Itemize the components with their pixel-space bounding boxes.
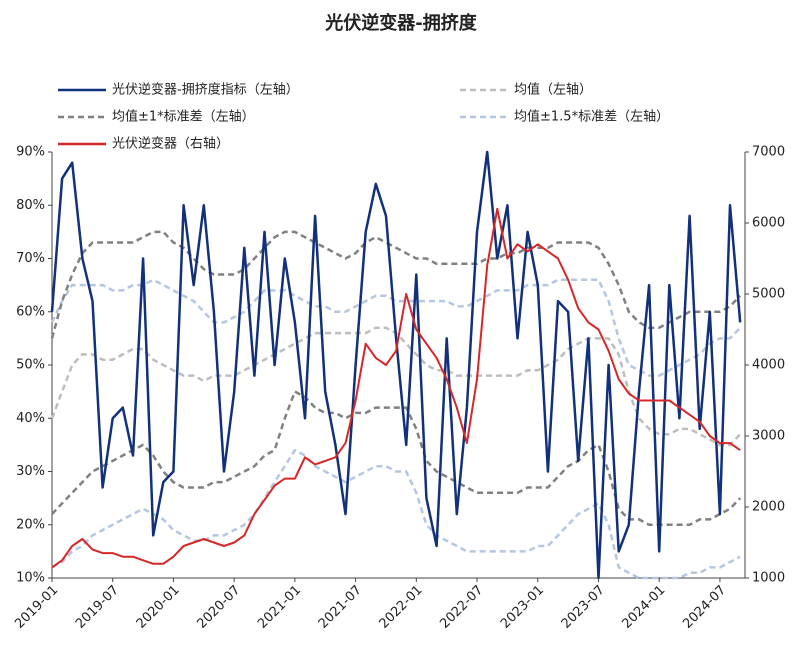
legend-label: 光伏逆变器-拥挤度指标（左轴） — [112, 82, 299, 98]
x-tick-label: 2024-07 — [680, 583, 729, 632]
x-tick-label: 2020-07 — [194, 583, 243, 632]
y-tick-label: 60% — [16, 304, 45, 319]
y-tick-label: 10% — [16, 571, 45, 586]
y2-tick-label: 5000 — [752, 287, 785, 302]
y2-tick-label: 3000 — [752, 429, 785, 444]
x-tick-label: 2022-07 — [437, 583, 486, 632]
y2-tick-label: 1000 — [752, 571, 785, 586]
y2-tick-label: 6000 — [752, 216, 785, 231]
y-tick-label: 90% — [16, 145, 45, 160]
x-tick-label: 2024-01 — [619, 583, 668, 632]
series-line — [50, 278, 742, 377]
y2-tick-label: 4000 — [752, 358, 785, 373]
x-tick-label: 2022-01 — [377, 583, 426, 632]
x-tick-label: 2019-01 — [12, 583, 61, 632]
legend-label: 均值±1*标准差（左轴） — [112, 109, 255, 125]
series-line — [51, 207, 741, 569]
legend-label: 光伏逆变器（右轴） — [112, 136, 229, 152]
x-tick-label: 2020-01 — [134, 583, 183, 632]
x-tick-label: 2023-01 — [498, 583, 547, 632]
series-line — [50, 230, 742, 339]
series-line — [51, 448, 741, 580]
x-tick-label: 2023-07 — [559, 583, 608, 632]
y-tick-label: 40% — [16, 411, 45, 426]
y2-tick-label: 2000 — [752, 500, 785, 515]
chart-title: 光伏逆变器-拥挤度 — [324, 12, 477, 34]
legend-label: 均值±1.5*标准差（左轴） — [514, 109, 669, 125]
series-line — [51, 390, 742, 527]
y-tick-label: 20% — [16, 517, 45, 532]
y-tick-label: 70% — [16, 251, 45, 266]
y-tick-label: 50% — [16, 358, 45, 373]
x-tick-label: 2021-01 — [255, 583, 304, 632]
y-tick-label: 30% — [16, 464, 45, 479]
legend-label: 均值（左轴） — [514, 82, 592, 98]
series-line — [50, 150, 742, 580]
x-tick-label: 2021-07 — [316, 583, 365, 632]
y2-tick-label: 7000 — [752, 145, 785, 160]
x-tick-label: 2019-07 — [73, 583, 122, 632]
y-tick-label: 80% — [16, 198, 45, 213]
